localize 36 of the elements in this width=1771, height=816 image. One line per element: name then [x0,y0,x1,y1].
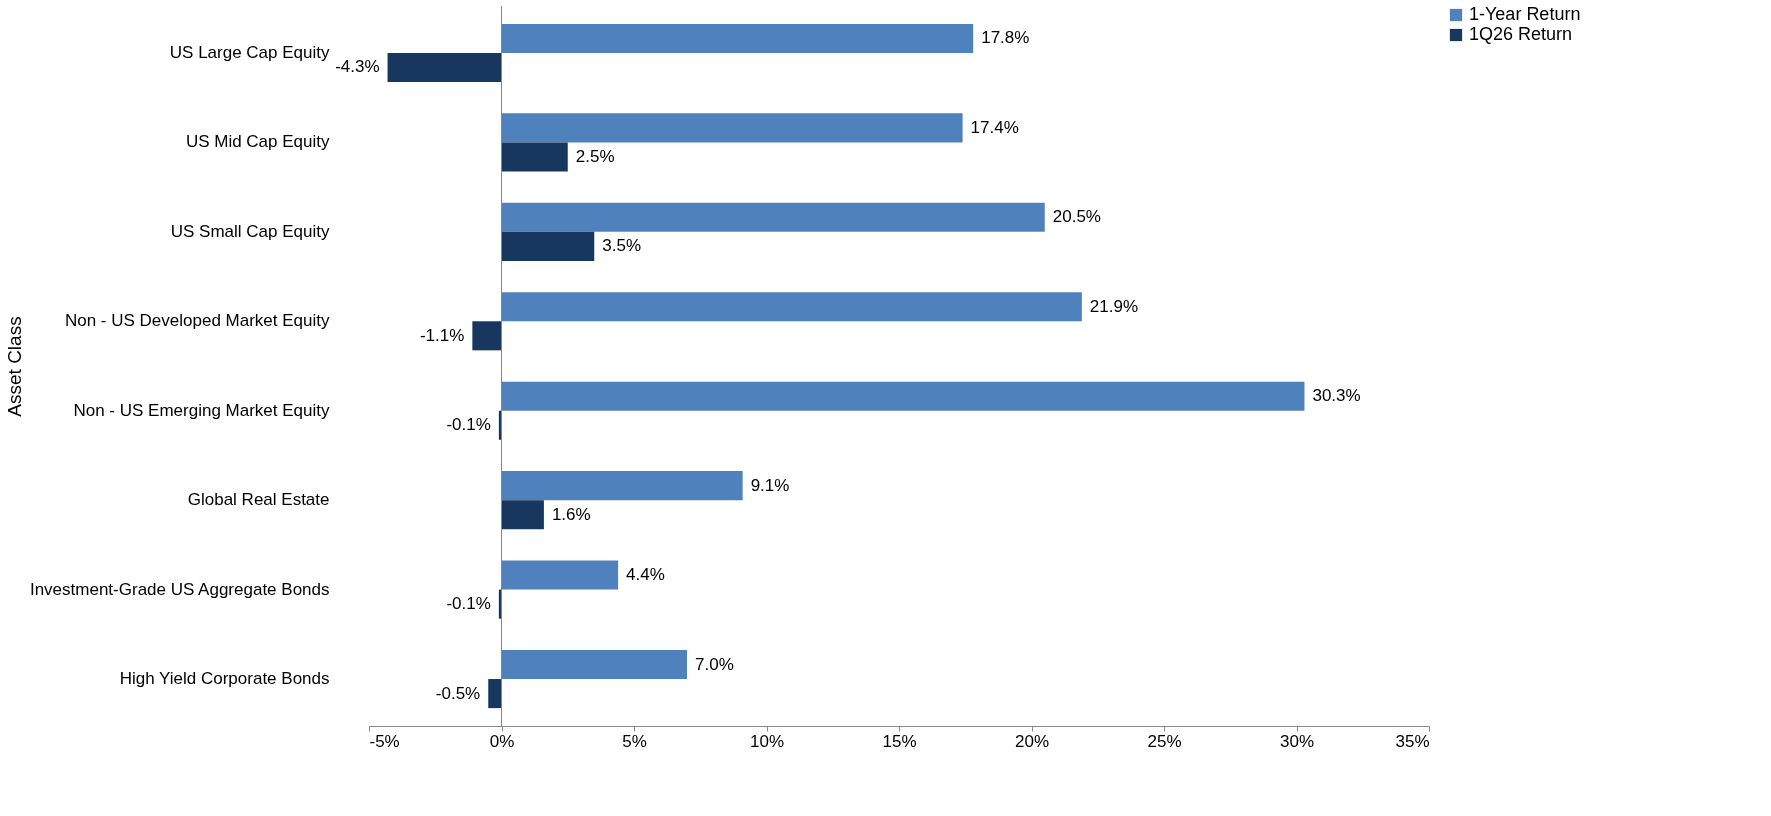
data-label: 1.6% [551,504,591,524]
y-tick-label: Non - US Developed Market Equity [64,311,330,331]
y-tick-label: High Yield Corporate Bonds [119,669,330,689]
y-tick-label: US Small Cap Equity [170,221,330,241]
data-label: 9.1% [750,475,790,495]
data-label: 21.9% [1089,296,1139,316]
y-tick-label: Non - US Emerging Market Equity [73,400,330,420]
x-tick-label: 25% [1147,731,1182,751]
data-label: -4.3% [335,57,380,77]
x-tick-label: 5% [622,731,647,751]
data-label: 4.4% [626,565,665,585]
data-label: -0.5% [435,683,481,703]
data-label: 3.5% [602,236,641,256]
x-tick-label: -5% [369,731,400,751]
data-label: 17.4% [970,117,1019,137]
data-label: 20.5% [1052,207,1101,227]
data-label: 7.0% [695,654,734,674]
y-tick-label: US Large Cap Equity [169,42,330,62]
x-tick-label: 10% [749,731,785,751]
x-tick-label: 30% [1279,731,1315,751]
x-tick-label: 35% [1395,731,1430,751]
y-tick-label: US Mid Cap Equity [185,132,330,152]
data-label: -0.1% [446,415,491,435]
data-label: -0.1% [446,594,491,614]
legend-label: 1-Year Return [1469,4,1581,24]
data-label: 2.5% [575,146,615,166]
y-tick-label: Global Real Estate [187,490,330,510]
data-label: 17.8% [981,28,1030,48]
legend-label: 1Q26 Return [1469,24,1573,44]
y-tick-label: Investment-Grade US Aggregate Bonds [29,579,330,599]
x-tick-label: 20% [1014,731,1050,751]
x-tick-label: 15% [882,731,917,751]
data-label: -1.1% [419,325,465,345]
y-axis-title: Asset Class [3,316,25,417]
x-tick-label: 0% [489,731,515,751]
data-label: 30.3% [1312,386,1361,406]
